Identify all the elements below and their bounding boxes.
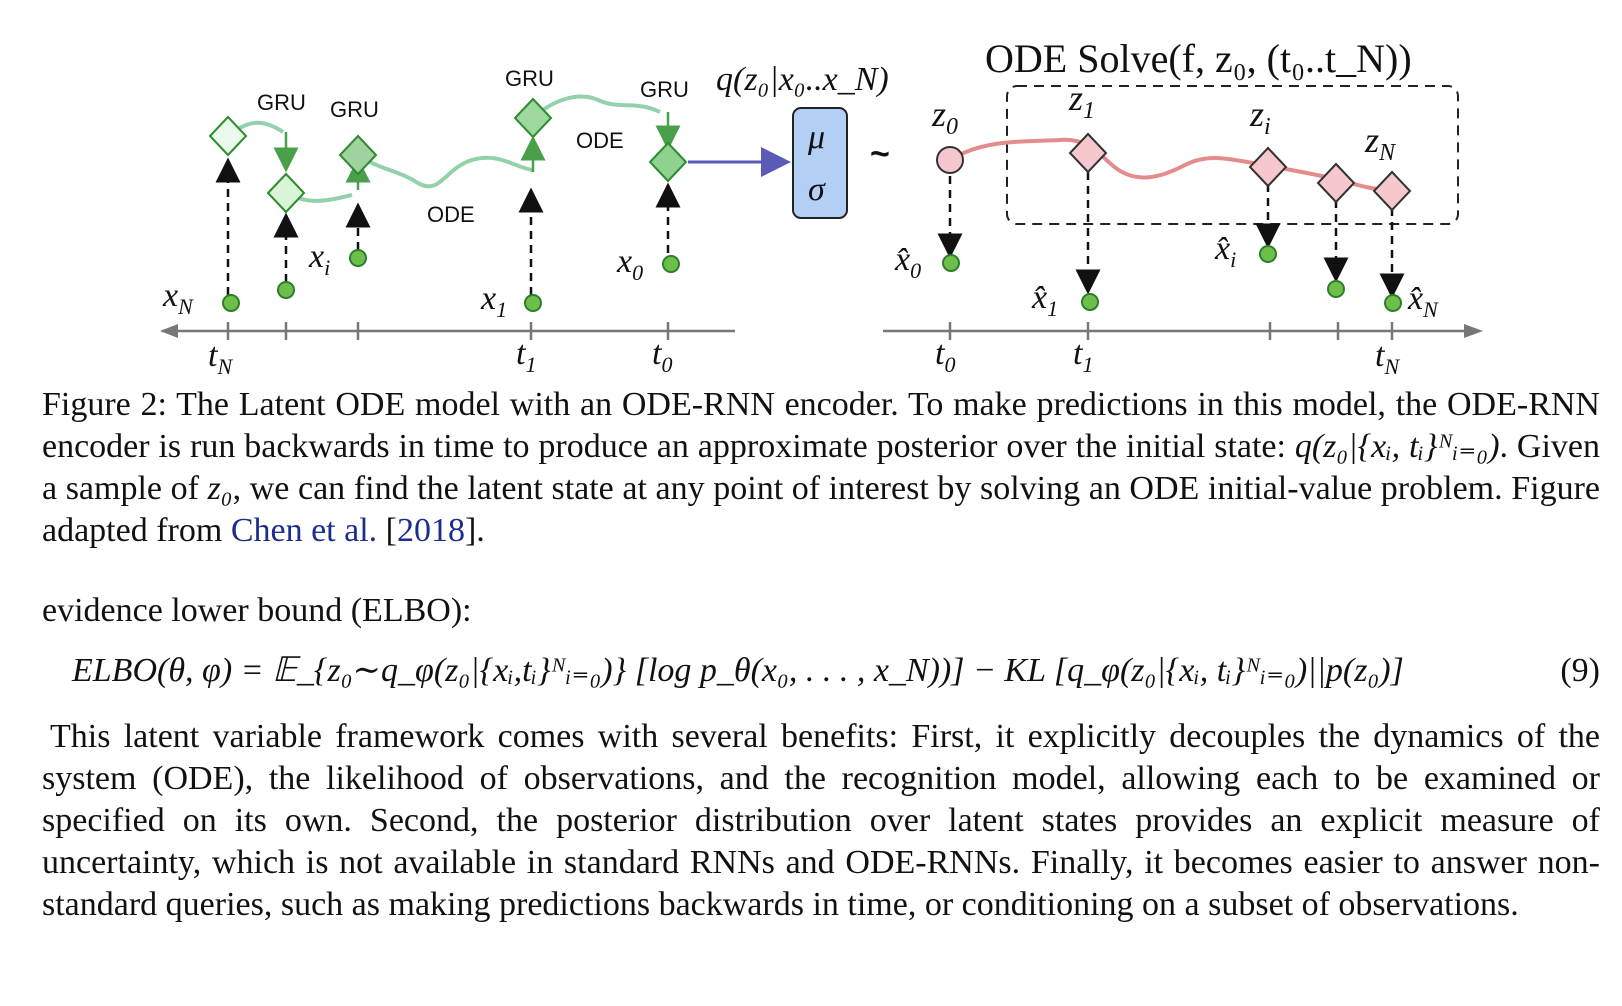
ode-solve-label: ODE Solve(f, z₀, (t₀..t_N)): [985, 36, 1412, 81]
svg-text:x̂1: x̂1: [1031, 279, 1058, 321]
t-label: t: [516, 335, 527, 372]
t-label: t: [208, 337, 219, 374]
t-label: t: [935, 335, 946, 372]
latent-diamond: [1316, 162, 1356, 204]
x-label: x: [162, 277, 178, 314]
elbo-lead-text: evidence lower bound (ELBO):: [42, 592, 472, 629]
svg-text:x̂N: x̂N: [1407, 280, 1439, 322]
citation-link-year[interactable]: 2018: [396, 512, 465, 549]
z-label: z: [931, 94, 946, 134]
mu-symbol: μ: [807, 119, 825, 156]
decoder-arrows: [937, 172, 1405, 299]
svg-text:tN: tN: [1375, 337, 1400, 379]
x-label: x: [308, 238, 324, 275]
svg-text:t0: t0: [935, 335, 955, 377]
t-label: t: [652, 335, 663, 372]
gru-label: GRU: [505, 66, 554, 91]
svg-text:x0: x0: [616, 243, 643, 285]
citation-link-author[interactable]: Chen et al.: [230, 512, 378, 549]
z-label: z: [1249, 94, 1264, 134]
ode-label: ODE: [427, 202, 475, 227]
equation-body: ELBO(θ, φ) = 𝔼_{z₀∼q_φ(z₀|{xᵢ,tᵢ}ᴺᵢ₌₀)} …: [72, 652, 1404, 689]
ode-label: ODE: [576, 128, 624, 153]
caption-math-z0: z₀: [207, 470, 233, 507]
svg-text:t1: t1: [1073, 335, 1093, 377]
z-label: z: [1068, 78, 1083, 118]
gru-label: GRU: [330, 97, 379, 122]
observation-arrows: [215, 157, 681, 295]
latent-diamond: [1248, 146, 1288, 188]
prediction-dots: [942, 245, 1402, 312]
sample-tilde: ~: [870, 135, 890, 173]
svg-text:x̂0: x̂0: [894, 241, 921, 283]
svg-text:x̂i: x̂i: [1214, 230, 1236, 272]
z-label: z: [1364, 120, 1379, 160]
xhat-label: x̂: [894, 241, 910, 278]
svg-text:z1: z1: [1068, 78, 1095, 124]
xhat-label: x̂: [1031, 279, 1047, 316]
left-time-axis: [160, 322, 735, 340]
gru-label: GRU: [640, 77, 689, 102]
x-label: x: [480, 280, 496, 317]
svg-text:zN: zN: [1364, 120, 1397, 166]
hidden-state-diamonds: [208, 97, 688, 214]
svg-text:t0: t0: [652, 335, 672, 377]
caption-math-posterior: q(z₀|{xᵢ, tᵢ}ᴺᵢ₌₀): [1294, 428, 1500, 465]
svg-text:x1: x1: [480, 280, 507, 322]
svg-text:xi: xi: [308, 238, 330, 280]
latent-ode-figure: GRU GRU GRU GRU ODE ODE xN xi x1 x0 tN t…: [160, 36, 1483, 379]
latent-diamonds: [1068, 132, 1412, 212]
t-label: t: [1375, 337, 1386, 374]
hidden-state-diamond: [266, 172, 306, 214]
observation-dots: [222, 249, 680, 312]
svg-text:z0: z0: [931, 94, 958, 140]
svg-text:tN: tN: [208, 337, 233, 379]
x-label: x: [616, 243, 632, 280]
body-paragraph: This latent variable framework comes wit…: [42, 718, 1600, 923]
figure-caption: Figure 2: The Latent ODE model with an O…: [42, 386, 1600, 549]
hidden-state-diamond: [338, 134, 378, 176]
latent-initial-state: [936, 146, 964, 174]
hidden-state-diamond: [648, 141, 688, 183]
hidden-state-diamond: [513, 97, 553, 139]
elbo-equation: ELBO(θ, φ) = 𝔼_{z₀∼q_φ(z₀|{xᵢ,tᵢ}ᴺᵢ₌₀)} …: [42, 650, 1600, 710]
svg-text:xN: xN: [162, 277, 194, 319]
sigma-symbol: σ: [808, 171, 826, 208]
svg-text:zi: zi: [1249, 94, 1271, 140]
gru-label: GRU: [257, 90, 306, 115]
xhat-label: x̂: [1407, 280, 1423, 317]
latent-diamond: [1068, 132, 1108, 174]
xhat-label: x̂: [1214, 230, 1230, 267]
posterior-box: [792, 107, 848, 219]
posterior-label: q(z₀|x₀..x_N): [716, 61, 889, 98]
equation-number: (9): [1560, 652, 1600, 689]
right-time-axis: [883, 322, 1483, 340]
svg-text:t1: t1: [516, 335, 536, 377]
latent-diamond: [1372, 170, 1412, 212]
t-label: t: [1073, 335, 1084, 372]
hidden-state-diamond: [208, 115, 248, 157]
